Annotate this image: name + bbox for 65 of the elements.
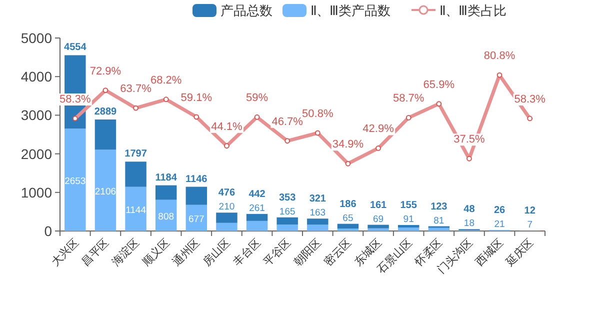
data-label: 163 (310, 208, 326, 219)
data-label: 7 (527, 220, 532, 231)
total-label: 476 (218, 188, 236, 199)
data-label: 34.9% (332, 138, 364, 151)
total-label: 161 (370, 200, 388, 211)
data-label: 65 (342, 212, 354, 224)
x-tick-label: 昌平区 (80, 236, 112, 268)
data-label: 58.3% (514, 93, 546, 106)
x-tick-label: 房山区 (200, 236, 233, 268)
data-label: 80.8% (484, 50, 516, 62)
total-label: 155 (400, 200, 418, 212)
total-label: 12 (524, 206, 536, 217)
data-label: 2653 (64, 176, 86, 187)
total-label: 353 (279, 192, 296, 204)
total-label: 4554 (64, 42, 87, 54)
total-label: 1184 (155, 172, 178, 184)
x-tick-label: 顺义区 (140, 236, 172, 268)
data-label: 37.5% (454, 134, 486, 146)
data-label: 58.7% (392, 92, 424, 105)
y-tick-label: 1000 (20, 184, 52, 200)
data-label: 165 (279, 206, 296, 218)
y-tick-label: 3000 (20, 107, 52, 124)
data-label: 808 (158, 211, 174, 222)
data-label: 65.9% (423, 78, 455, 91)
data-label: 2106 (94, 186, 116, 198)
data-label: 677 (188, 214, 204, 225)
data-label: 81 (434, 215, 444, 226)
y-tick-label: 4000 (20, 68, 52, 85)
total-label: 48 (464, 204, 476, 216)
total-label: 442 (248, 188, 266, 200)
legend-label: 产品总数 (220, 3, 272, 18)
total-label: 26 (494, 204, 506, 216)
data-label: 1144 (126, 204, 146, 216)
data-label: 59% (246, 92, 268, 104)
x-tick-label: 海淀区 (109, 236, 142, 268)
total-label: 2889 (94, 106, 118, 118)
legend-label: Ⅱ、Ⅲ类产品数 (310, 3, 390, 18)
x-tick-label: 丰台区 (230, 236, 264, 268)
x-tick-label: 朝阳区 (291, 236, 324, 268)
data-label: 63.7% (120, 83, 152, 96)
data-label: 58.3% (60, 93, 91, 106)
data-label: 210 (218, 202, 235, 213)
data-label: 68.2% (150, 74, 182, 86)
data-label: 91 (403, 214, 414, 226)
data-label: 18 (464, 218, 475, 230)
total-label: 1797 (124, 148, 148, 160)
data-label: 261 (249, 202, 265, 214)
total-label: 123 (430, 201, 448, 212)
total-label: 321 (309, 194, 326, 205)
total-label: 186 (340, 198, 357, 210)
legend-label: Ⅱ、Ⅲ类占比 (440, 3, 506, 18)
data-label: 72.9% (90, 65, 122, 78)
data-label: 50.8% (302, 108, 334, 120)
data-label: 59.1% (180, 92, 212, 104)
data-label: 21 (494, 218, 505, 230)
x-tick-label: 平谷区 (262, 236, 294, 268)
data-label: 46.7% (272, 116, 304, 128)
x-tick-label: 密云区 (322, 236, 354, 268)
y-tick-label: 2000 (20, 146, 52, 162)
data-label: 69 (372, 214, 384, 225)
y-tick-label: 5000 (20, 30, 52, 46)
data-label: 42.9% (362, 123, 394, 136)
data-label: 44.1% (211, 120, 243, 133)
total-label: 1146 (186, 174, 208, 185)
x-tick-label: 通州区 (170, 236, 203, 268)
